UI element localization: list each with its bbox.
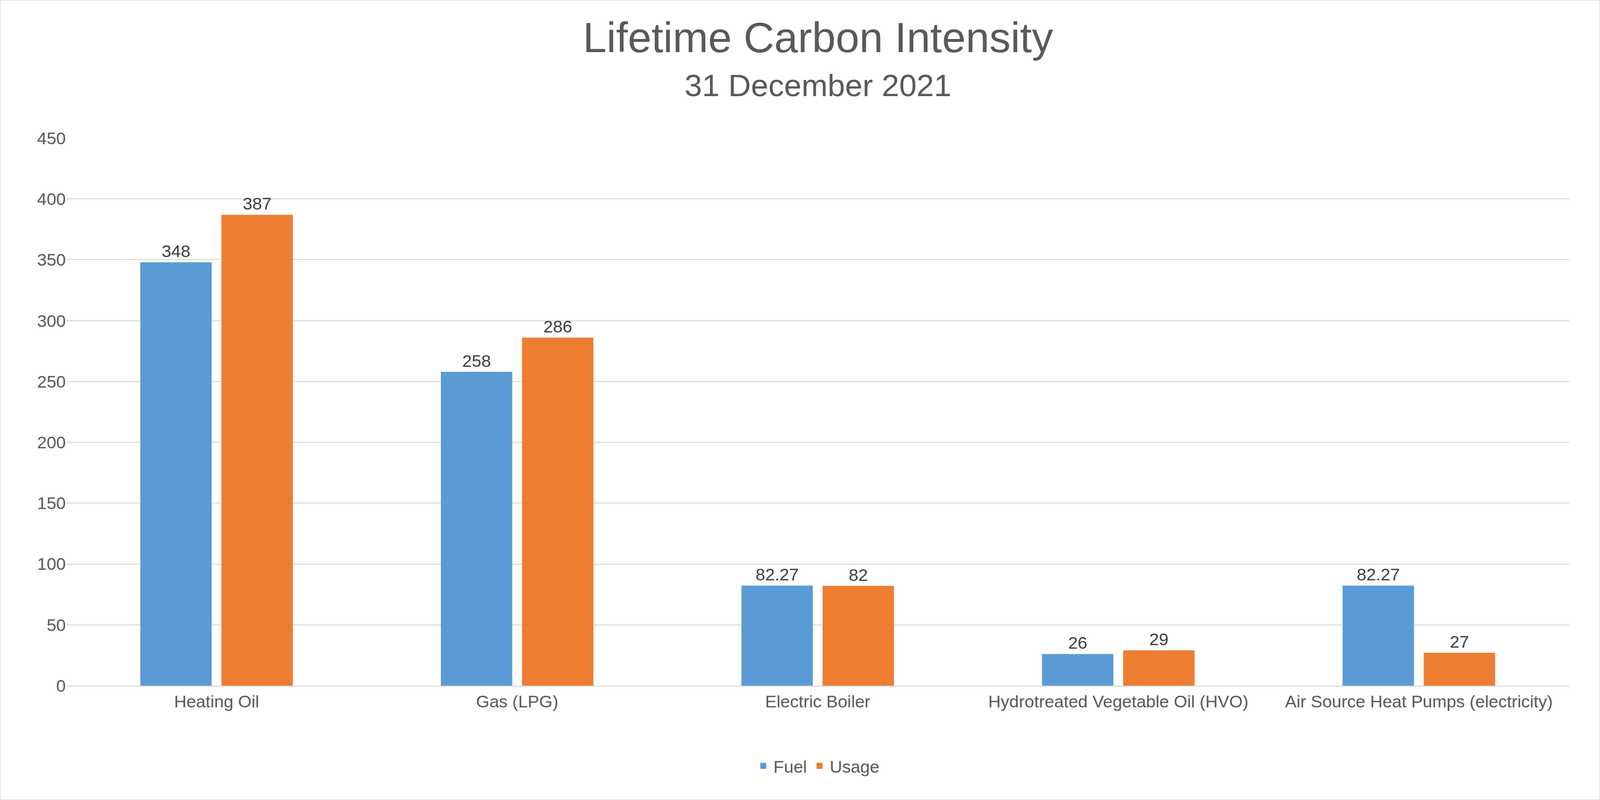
svg-text:82.27: 82.27 <box>1356 564 1400 584</box>
svg-text:100: 100 <box>36 554 66 574</box>
svg-text:Heating Oil: Heating Oil <box>174 691 260 711</box>
svg-text:250: 250 <box>36 371 66 392</box>
svg-text:300: 300 <box>36 311 66 331</box>
svg-text:450: 450 <box>36 128 66 148</box>
svg-text:50: 50 <box>46 615 66 635</box>
svg-text:387: 387 <box>242 193 272 214</box>
svg-text:400: 400 <box>36 189 66 209</box>
svg-text:Lifetime Carbon Intensity: Lifetime Carbon Intensity <box>582 13 1054 62</box>
svg-text:348: 348 <box>161 241 191 261</box>
svg-text:350: 350 <box>36 249 66 270</box>
svg-text:Fuel: Fuel <box>773 756 808 777</box>
svg-text:82.27: 82.27 <box>755 564 799 584</box>
svg-text:286: 286 <box>543 316 573 336</box>
svg-text:26: 26 <box>1068 633 1088 653</box>
svg-text:Hydrotreated Vegetable Oil (HV: Hydrotreated Vegetable Oil (HVO) <box>988 691 1249 711</box>
svg-text:82: 82 <box>848 565 868 585</box>
svg-text:Air Source Heat Pumps (electri: Air Source Heat Pumps (electricity) <box>1284 691 1553 711</box>
svg-text:Electric Boiler: Electric Boiler <box>765 691 871 711</box>
svg-text:200: 200 <box>36 432 66 452</box>
svg-text:27: 27 <box>1449 632 1469 652</box>
svg-text:0: 0 <box>56 676 66 696</box>
svg-text:258: 258 <box>461 351 491 371</box>
svg-text:150: 150 <box>36 493 66 513</box>
svg-text:29: 29 <box>1149 629 1169 649</box>
svg-text:31 December 2021: 31 December 2021 <box>684 67 952 103</box>
svg-text:Usage: Usage <box>829 756 880 777</box>
svg-text:Gas (LPG): Gas (LPG) <box>476 691 559 711</box>
